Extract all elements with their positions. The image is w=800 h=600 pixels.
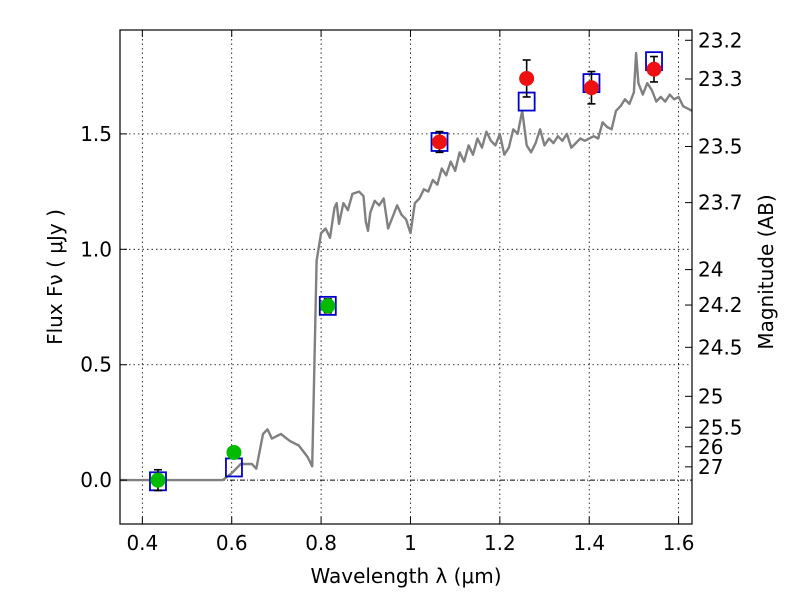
y-tick-label: 1.0 [80,237,112,261]
magnitude-tick-label: 25.5 [698,415,743,439]
magnitude-tick-label: 23.2 [698,28,743,52]
observed-red-point [646,61,662,77]
observed-green-point [226,444,242,460]
observed-red-point [519,70,535,86]
right-axis-label: Magnitude (AB) [754,194,778,349]
x-tick-label: 1.6 [663,531,695,555]
model-flux-square [318,295,337,316]
x-tick-label: 0.6 [216,531,248,555]
y-axis-label: Flux Fν ( μJy ) [43,209,67,345]
observed-green-point [320,298,336,314]
tick-layer [120,30,692,524]
magnitude-tick-label: 26 [698,435,723,459]
observed-green-point [150,472,166,488]
magnitude-tick-label: 23.7 [698,191,743,215]
sed-spectrum-line [120,51,693,482]
magnitude-tick-label: 23.5 [698,134,743,158]
y-tick-label: 0.0 [80,468,112,492]
x-tick-label: 0.4 [126,531,158,555]
observed-red-point [432,134,448,150]
plot-layer [120,51,693,492]
x-tick-label: 1.2 [484,531,516,555]
x-axis-label: Wavelength λ (μm) [310,564,501,588]
magnitude-tick-label: 24.2 [698,293,743,317]
y-tick-label: 1.5 [80,122,112,146]
magnitude-tick-label: 23.3 [698,67,743,91]
magnitude-tick-label: 24 [698,258,723,282]
model-flux-square [225,457,243,478]
x-tick-label: 0.8 [305,531,337,555]
x-tick-label: 1 [404,531,417,555]
x-tick-label: 1.4 [573,531,605,555]
plot-frame [119,29,693,525]
magnitude-tick-label: 24.5 [698,335,743,359]
grid-layer [120,30,692,524]
y-tick-label: 0.5 [80,353,112,377]
label-layer: 0.4 0.6 0.8 1 1.2 1.4 1.6 0.0 0.5 1.0 1.5 23.2 23.3 2… [43,28,778,588]
observed-red-point [583,80,599,96]
magnitude-tick-label: 27 [698,455,723,479]
magnitude-tick-label: 25 [698,384,723,408]
